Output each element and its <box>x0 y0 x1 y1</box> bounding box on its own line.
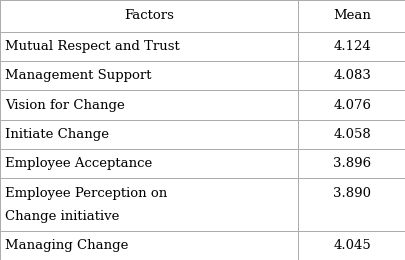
Text: Factors: Factors <box>124 9 174 22</box>
Text: Change initiative: Change initiative <box>5 210 119 223</box>
Text: 4.124: 4.124 <box>333 40 370 53</box>
Text: 4.076: 4.076 <box>333 99 370 112</box>
Text: Managing Change: Managing Change <box>5 239 128 252</box>
Text: Employee Acceptance: Employee Acceptance <box>5 157 152 170</box>
Text: 3.890: 3.890 <box>333 187 370 200</box>
Text: 4.058: 4.058 <box>333 128 370 141</box>
Text: 4.045: 4.045 <box>333 239 370 252</box>
Text: 4.083: 4.083 <box>333 69 370 82</box>
Text: Employee Perception on: Employee Perception on <box>5 187 167 200</box>
Text: Management Support: Management Support <box>5 69 151 82</box>
Text: Initiate Change: Initiate Change <box>5 128 109 141</box>
Text: Mean: Mean <box>333 9 370 22</box>
Text: Mutual Respect and Trust: Mutual Respect and Trust <box>5 40 179 53</box>
Text: Vision for Change: Vision for Change <box>5 99 124 112</box>
Text: 3.896: 3.896 <box>333 157 370 170</box>
